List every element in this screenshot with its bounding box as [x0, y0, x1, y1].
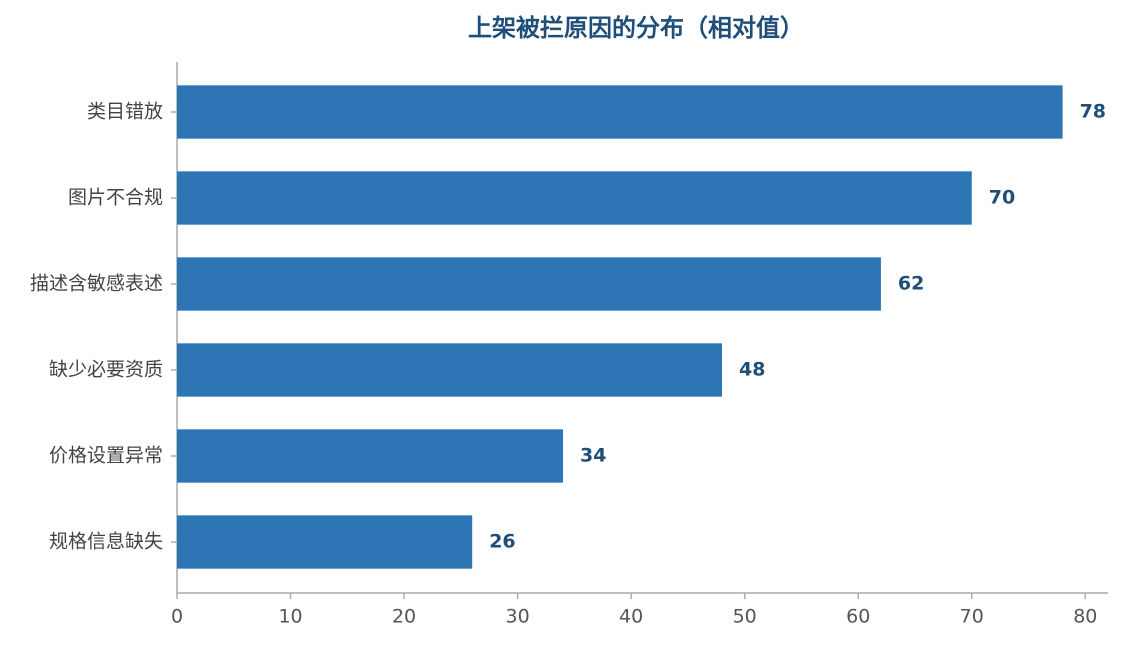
bar	[177, 171, 972, 225]
x-tick-label: 0	[171, 606, 183, 628]
y-tick-label: 价格设置异常	[49, 445, 163, 467]
value-label: 62	[898, 273, 924, 295]
bar	[177, 257, 881, 311]
x-tick-label: 60	[846, 606, 870, 628]
y-tick-label: 描述含敏感表述	[30, 273, 163, 295]
x-tick-label: 40	[619, 606, 643, 628]
y-tick-label: 规格信息缺失	[49, 531, 163, 553]
x-tick-label: 30	[506, 606, 530, 628]
chart-title: 上架被拦原因的分布（相对值）	[468, 14, 804, 42]
x-tick-label: 20	[392, 606, 416, 628]
x-tick-label: 70	[960, 606, 984, 628]
y-tick-label: 缺少必要资质	[49, 359, 163, 381]
bar	[177, 515, 473, 569]
y-tick-label: 类目错放	[87, 101, 163, 123]
y-tick-label: 图片不合规	[68, 187, 163, 209]
bar	[177, 343, 722, 397]
value-label: 70	[989, 187, 1015, 209]
x-tick-label: 80	[1073, 606, 1097, 628]
value-label: 26	[489, 531, 515, 553]
value-label: 34	[580, 445, 606, 467]
bar	[177, 85, 1063, 139]
x-tick-label: 10	[278, 606, 302, 628]
value-label: 78	[1080, 101, 1106, 123]
x-tick-label: 50	[733, 606, 757, 628]
value-label: 48	[739, 359, 765, 381]
bar	[177, 429, 564, 483]
